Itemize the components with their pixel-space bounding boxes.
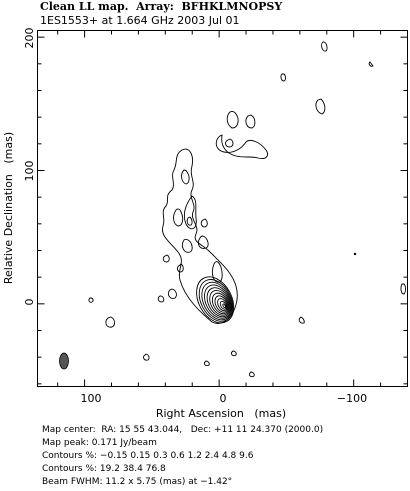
x-axis-label: Right Ascension (mas) bbox=[156, 407, 286, 420]
core-contour bbox=[201, 281, 233, 321]
island-contour bbox=[105, 316, 115, 328]
island-contour bbox=[143, 353, 150, 361]
core-contour bbox=[222, 303, 226, 309]
minor-tick-marks bbox=[37, 30, 408, 387]
island-contour bbox=[248, 371, 255, 378]
jet-outer-contour bbox=[162, 148, 238, 324]
east-blob-contour bbox=[400, 283, 406, 295]
y-tick-label: 200 bbox=[23, 28, 36, 49]
contours-line-2: Contours %: 19.2 38.4 76.8 bbox=[42, 464, 166, 474]
jet-knot-contour bbox=[186, 216, 193, 226]
island-contour bbox=[177, 263, 184, 273]
map-center-line: Map center: RA: 15 55 43.044, Dec: +11 1… bbox=[42, 425, 324, 435]
jet-contour-6 bbox=[181, 238, 193, 253]
tick-marks bbox=[37, 30, 408, 387]
core-contour bbox=[219, 300, 227, 310]
plot-frame bbox=[37, 30, 408, 387]
y-tick-label: 0 bbox=[23, 299, 36, 306]
core-contour bbox=[206, 287, 231, 318]
x-tick-label: 100 bbox=[81, 392, 102, 405]
core-contours bbox=[196, 276, 235, 324]
north-blob-contour bbox=[245, 114, 256, 129]
island-contour bbox=[203, 360, 210, 367]
core-contour bbox=[196, 276, 235, 324]
jet-contour-2 bbox=[183, 195, 197, 230]
jet-contour-5 bbox=[197, 235, 209, 249]
core-contour bbox=[211, 292, 230, 315]
island-contour bbox=[230, 350, 237, 357]
jet-contour-4 bbox=[181, 169, 190, 185]
map-subtitle: 1ES1553+ at 1.664 GHz 2003 Jul 01 bbox=[40, 14, 240, 27]
island-contour bbox=[167, 288, 177, 299]
point-source bbox=[353, 252, 357, 256]
x-tick-label: −100 bbox=[337, 392, 367, 405]
core-contour bbox=[209, 289, 231, 316]
core-contour bbox=[214, 295, 229, 313]
map-peak-line: Map peak: 0.171 Jy/beam bbox=[42, 438, 157, 448]
core-contour bbox=[217, 298, 228, 312]
north-blob-contour bbox=[368, 61, 374, 67]
contours-line-1: Contours %: −0.15 0.15 0.3 0.6 1.2 2.4 4… bbox=[42, 451, 254, 461]
island-contour bbox=[298, 316, 305, 324]
jet-contour-3 bbox=[173, 208, 184, 227]
jet-edge-contour bbox=[211, 261, 223, 283]
north-blob-contour bbox=[226, 110, 239, 129]
north-blob-contour bbox=[215, 134, 269, 159]
y-axis-label: Relative Declination (mas) bbox=[2, 132, 15, 284]
beam-line: Beam FWHM: 11.2 x 5.75 (mas) at −1.42° bbox=[42, 477, 233, 487]
north-blob-contour bbox=[280, 73, 286, 82]
island-contour bbox=[88, 297, 94, 303]
north-blob-contour bbox=[315, 98, 326, 115]
x-tick-label: 0 bbox=[220, 392, 227, 405]
north-blob-contour bbox=[321, 41, 328, 52]
core-contour bbox=[204, 284, 232, 319]
north-blob-contour bbox=[225, 138, 234, 148]
jet-contours bbox=[88, 41, 406, 378]
map-title: Clean LL map. Array: BFHKLMNOPSY bbox=[40, 0, 283, 13]
beam-ellipse bbox=[59, 352, 69, 370]
island-contour bbox=[200, 218, 208, 228]
island-contour bbox=[162, 254, 170, 263]
island-contour bbox=[157, 295, 165, 303]
y-tick-label: 100 bbox=[23, 161, 36, 182]
